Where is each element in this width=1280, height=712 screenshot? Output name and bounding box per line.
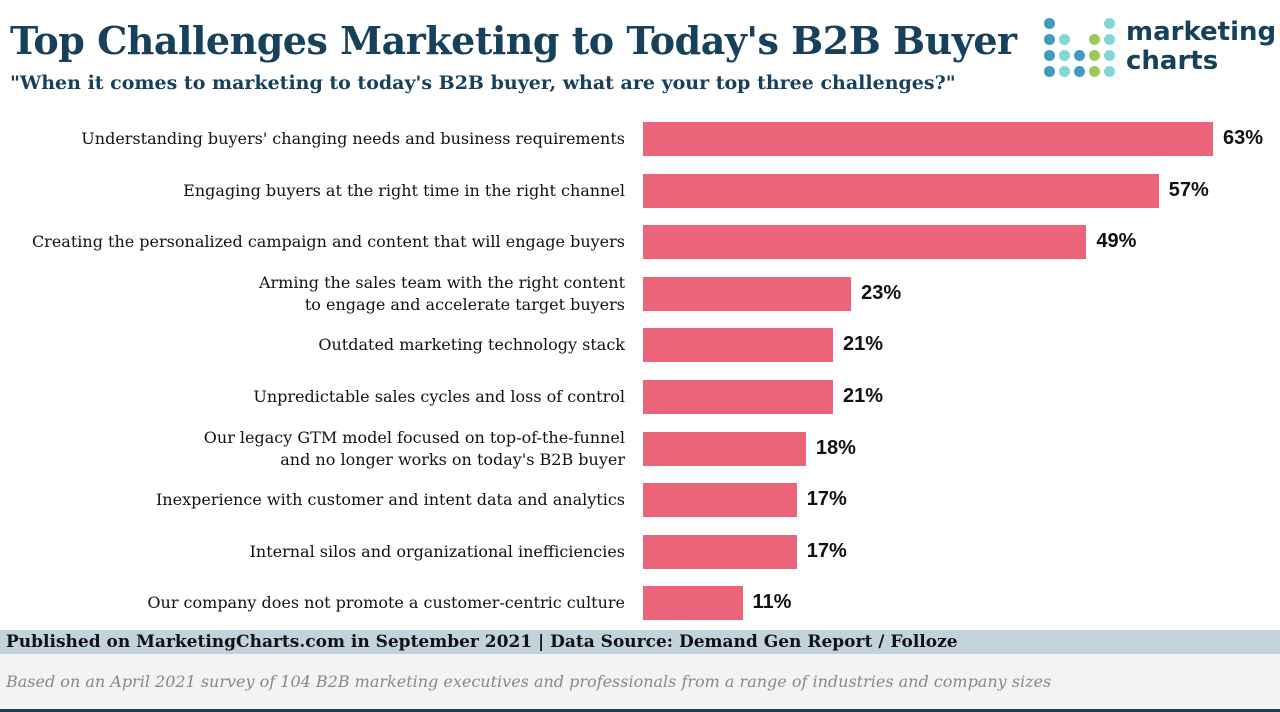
logo-dot [1104, 50, 1115, 61]
data-label: 11% [752, 591, 792, 614]
data-label: 17% [806, 488, 847, 511]
data-label: 23% [861, 281, 902, 304]
bar [643, 586, 743, 621]
bar [643, 122, 1213, 156]
bar [643, 483, 797, 518]
logo-dot [1089, 50, 1100, 61]
category-label-line: Our legacy GTM model focused on top-of-t… [203, 427, 625, 447]
data-label: 49% [1096, 230, 1137, 253]
category-label-line: Arming the sales team with the right con… [258, 272, 625, 292]
logo-dot [1059, 34, 1070, 45]
bar [643, 276, 852, 311]
logo-dot [1044, 34, 1055, 45]
bar [643, 431, 806, 466]
category-label-line: Understanding buyers' changing needs and… [81, 129, 625, 148]
logo-dot [1104, 66, 1115, 77]
category-label-line: Our company does not promote a customer-… [147, 593, 625, 613]
bottom-border [0, 709, 1280, 712]
logo-dot [1044, 18, 1055, 29]
category-label-line: Outdated marketing technology stack [318, 335, 625, 355]
bar [643, 534, 797, 569]
data-label: 17% [806, 539, 847, 562]
category-label: Our company does not promote a customer-… [147, 592, 625, 614]
logo-line1: marketing [1126, 17, 1277, 47]
data-label: 63% [1223, 127, 1264, 149]
category-label: Internal silos and organizational ineffi… [250, 541, 625, 563]
data-label: 21% [843, 333, 884, 356]
logo-dot [1089, 66, 1100, 77]
survey-note: Based on an April 2021 survey of 104 B2B… [0, 654, 1280, 709]
data-label: 18% [815, 436, 856, 459]
category-label: Arming the sales team with the right con… [259, 272, 625, 316]
logo-dot [1089, 34, 1100, 45]
bar [643, 380, 833, 414]
category-label: Inexperience with customer and intent da… [156, 489, 625, 511]
data-label: 57% [1168, 178, 1209, 201]
chart-title: Top Challenges Marketing to Today's B2B … [10, 18, 1017, 63]
category-label-line: Unpredictable sales cycles and loss of c… [253, 387, 625, 406]
bar [643, 225, 1087, 260]
category-label-line: Creating the personalized campaign and c… [31, 232, 625, 252]
logo-dot [1059, 66, 1070, 77]
marketingcharts-logo: marketing charts [1044, 18, 1276, 82]
category-label: Engaging buyers at the right time in the… [183, 180, 625, 202]
category-label: Understanding buyers' changing needs and… [81, 128, 625, 150]
bar [643, 173, 1159, 208]
logo-dot [1059, 50, 1070, 61]
bar [643, 328, 833, 363]
logo-dot [1074, 50, 1085, 61]
category-label-line: to engage and accelerate target buyers [304, 294, 625, 314]
logo-dot [1074, 66, 1085, 77]
logo-dot [1104, 18, 1115, 29]
published-line: Published on MarketingCharts.com in Sept… [0, 630, 1280, 654]
logo-dot [1044, 50, 1055, 61]
logo-dot [1104, 34, 1115, 45]
data-label: 21% [843, 385, 884, 407]
logo-line2: charts [1126, 46, 1219, 76]
category-label-line: and no longer works on today's B2B buyer [280, 449, 625, 469]
category-label-line: Engaging buyers at the right time in the… [183, 180, 625, 200]
category-label: Our legacy GTM model focused on top-of-t… [204, 427, 625, 471]
category-label: Outdated marketing technology stack [318, 334, 625, 356]
category-label-line: Internal silos and organizational ineffi… [249, 541, 625, 561]
logo-dot [1044, 66, 1055, 77]
logo-text: marketing charts [1126, 18, 1276, 76]
chart-subtitle: "When it comes to marketing to today's B… [10, 72, 956, 94]
category-label: Unpredictable sales cycles and loss of c… [253, 386, 625, 408]
category-label: Creating the personalized campaign and c… [32, 231, 625, 253]
category-label-line: Inexperience with customer and intent da… [155, 490, 625, 510]
